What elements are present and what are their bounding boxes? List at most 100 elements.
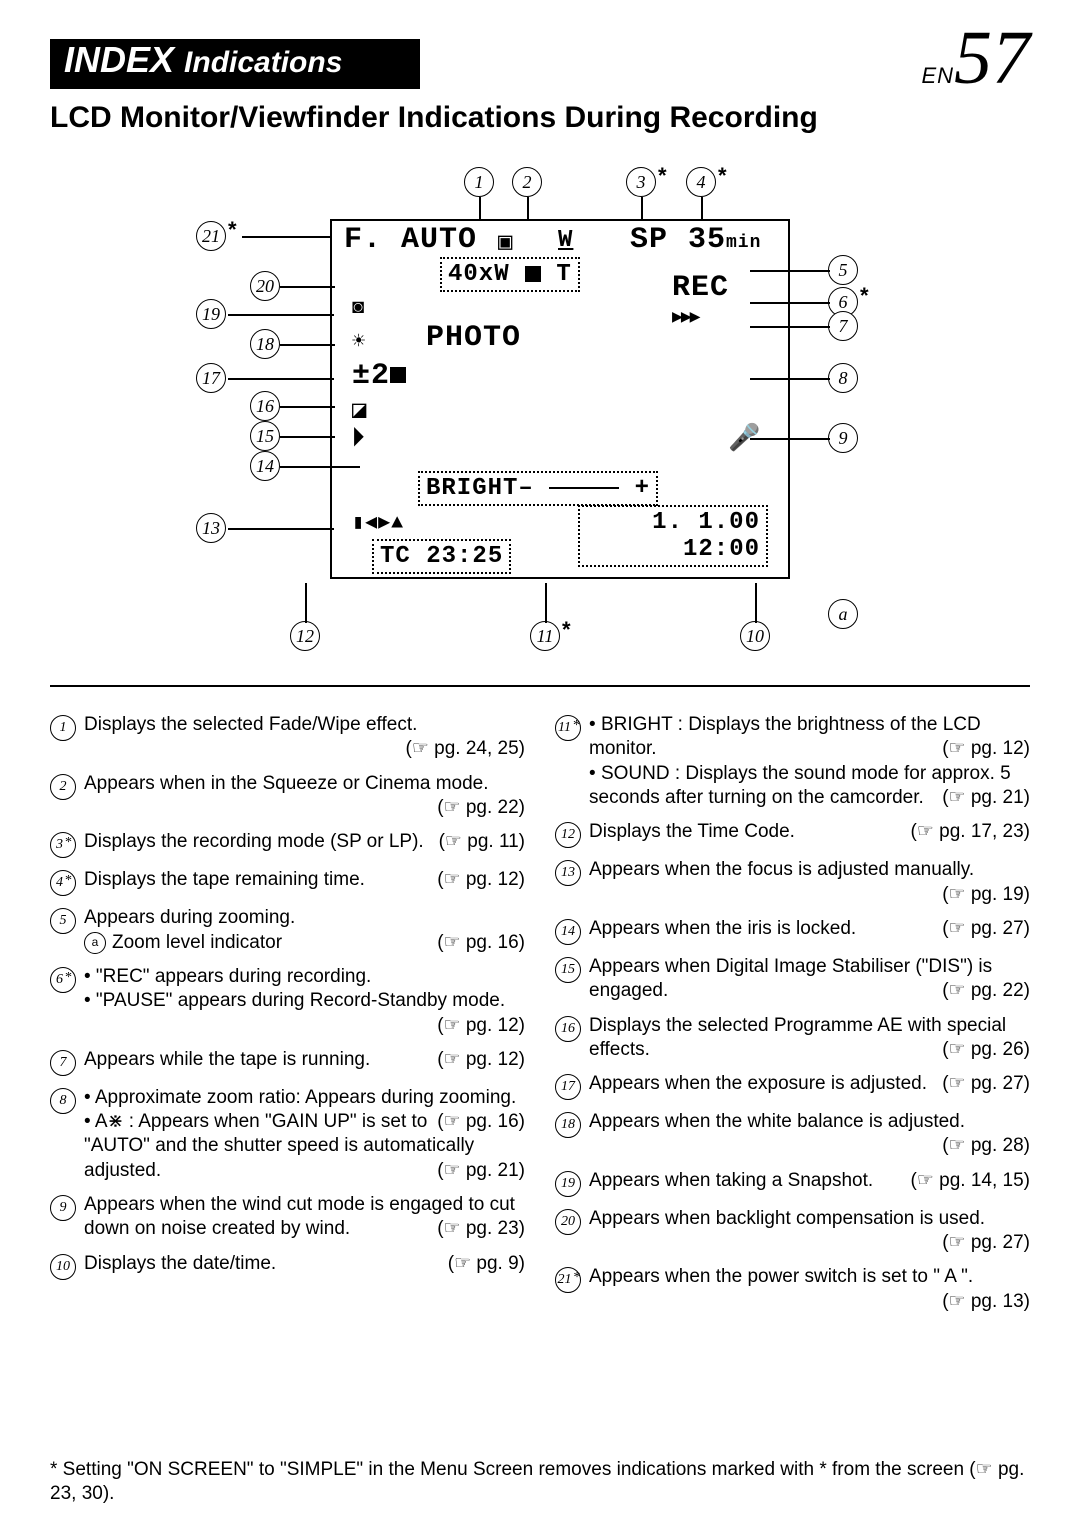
osd-audio-clock: 1. 1.00 12:00 — [578, 505, 768, 567]
callout-4: 4 — [686, 167, 716, 197]
list-item: 7 Appears while the tape is running. pg. … — [50, 1048, 525, 1076]
item-text: Appears while the tape is running. pg. 1… — [84, 1048, 525, 1076]
bullet-label: BRIGHT : — [601, 714, 683, 735]
list-item: 6• "REC" appears during recording.• "PAU… — [50, 965, 525, 1038]
osd-cinema-icon: W — [558, 227, 573, 254]
lead — [527, 197, 529, 221]
osd-backlight-icon: ◙ — [352, 297, 365, 320]
index-label: INDEX — [64, 39, 174, 81]
lead — [280, 286, 335, 288]
page-ref: pg. 27 — [942, 1231, 1030, 1255]
osd-pae-icon: ◪ — [352, 395, 367, 425]
osd-snap-wb-icon: ☀ — [352, 329, 366, 355]
item-text: • Approximate zoom ratio: Appears during… — [84, 1086, 525, 1183]
page-ref: pg. 27 — [942, 917, 1030, 941]
lead — [228, 378, 334, 380]
item-number: 8 — [50, 1088, 76, 1114]
ast-21: * — [228, 217, 237, 243]
lead — [750, 302, 830, 304]
osd-photo: PHOTO — [426, 321, 521, 355]
lead — [750, 270, 830, 272]
list-item: 13 Appears when the focus is adjusted man… — [555, 858, 1030, 907]
item-text: Appears when in the Squeeze or Cinema mo… — [84, 772, 525, 821]
item-number: 1 — [50, 715, 76, 741]
callout-14: 14 — [250, 451, 280, 481]
item-text: Displays the selected Programme AE with … — [589, 1014, 1030, 1063]
osd-clock: 12:00 — [683, 536, 760, 563]
lead — [750, 438, 830, 440]
indications-label: Indications — [184, 46, 342, 80]
list-item: 20Appears when backlight compensation is… — [555, 1207, 1030, 1256]
callout-2: 2 — [512, 167, 542, 197]
item-number: 6 — [50, 967, 76, 993]
item-text: Appears when the wind cut mode is engage… — [84, 1193, 525, 1242]
callout-a: a — [828, 599, 858, 629]
item-number: 19 — [555, 1171, 581, 1197]
item-number: 5 — [50, 908, 76, 934]
lead — [479, 197, 481, 221]
page-ref: pg. 12 — [437, 868, 525, 892]
callout-3: 3 — [626, 167, 656, 197]
divider — [50, 685, 1030, 687]
osd-tape-running-icon — [672, 303, 699, 330]
item-number: 12 — [555, 822, 581, 848]
page-ref: pg. 11 — [439, 830, 525, 854]
lead — [280, 344, 335, 346]
item-number: 7 — [50, 1050, 76, 1076]
lead — [228, 314, 334, 316]
page-ref: pg. 21 — [437, 1159, 525, 1183]
index-bar: INDEX Indications — [50, 39, 420, 89]
list-item: 12 Displays the Time Code. pg. 17, 23 — [555, 820, 1030, 848]
callout-10: 10 — [740, 621, 770, 651]
ast-11: * — [562, 617, 571, 643]
item-text: Displays the Time Code. pg. 17, 23 — [589, 820, 1030, 848]
ast-4: * — [718, 163, 727, 189]
list-item: 9Appears when the wind cut mode is engag… — [50, 1193, 525, 1242]
page-ref: pg. 26 — [942, 1038, 1030, 1062]
ast-6: * — [860, 283, 869, 309]
page-ref: pg. 9 — [448, 1252, 525, 1276]
item-number: 10 — [50, 1254, 76, 1280]
list-item: 14Appears when the iris is locked. pg. 2… — [555, 917, 1030, 945]
item-text: Appears when Digital Image Stabiliser ("… — [589, 955, 1030, 1004]
item-number: 2 — [50, 774, 76, 800]
item-number: 4 — [50, 870, 76, 896]
list-item: 16Displays the selected Programme AE wit… — [555, 1014, 1030, 1063]
page-ref: pg. 22 — [942, 979, 1030, 1003]
item-text: Appears when taking a Snapshot. pg. 14, … — [589, 1169, 1030, 1197]
osd-zoom-text: 40xW — [448, 261, 510, 288]
osd-time-unit: min — [726, 233, 761, 253]
item-text: Displays the date/time. pg. 9 — [84, 1252, 525, 1280]
callout-18: 18 — [250, 329, 280, 359]
list-item: 15Appears when Digital Image Stabiliser … — [555, 955, 1030, 1004]
list-item: 4Displays the tape remaining time. pg. 1… — [50, 868, 525, 896]
page-ref: pg. 17, 23 — [911, 820, 1031, 844]
page-num: 57 — [954, 28, 1030, 89]
callout-9: 9 — [828, 423, 858, 453]
item-text: Appears when the focus is adjusted manua… — [589, 858, 1030, 907]
callout-1: 1 — [464, 167, 494, 197]
page-ref: pg. 19 — [942, 883, 1030, 907]
page-ref: pg. 24, 25 — [406, 737, 526, 761]
list-item: 5Appears during zooming.aZoom level indi… — [50, 906, 525, 955]
callout-20: 20 — [250, 271, 280, 301]
list-item: 10 Displays the date/time. pg. 9 — [50, 1252, 525, 1280]
page-ref: pg. 12 — [437, 1014, 525, 1038]
page-ref: pg. 28 — [942, 1134, 1030, 1158]
page-ref: pg. 14, 15 — [911, 1169, 1031, 1193]
page-ref: pg. 12 — [437, 1048, 525, 1072]
callout-12: 12 — [290, 621, 320, 651]
callout-7: 7 — [828, 311, 858, 341]
list-item: 11 • BRIGHT : Displays the brightness of … — [555, 713, 1030, 810]
sub-marker: a — [84, 932, 106, 954]
item-number: 17 — [555, 1074, 581, 1100]
page-prefix: EN — [921, 63, 954, 89]
item-text: • BRIGHT : Displays the brightness of th… — [589, 713, 1030, 810]
right-column: 11 • BRIGHT : Displays the brightness of … — [555, 713, 1030, 1324]
osd-squeeze-icon: ▣ — [498, 227, 513, 257]
item-number: 13 — [555, 860, 581, 886]
osd-ev-text: ±2 — [352, 359, 390, 393]
page-ref: pg. 13 — [942, 1290, 1030, 1314]
item-number: 11 — [555, 715, 581, 741]
osd-audio: 1. 1.00 — [652, 509, 760, 536]
